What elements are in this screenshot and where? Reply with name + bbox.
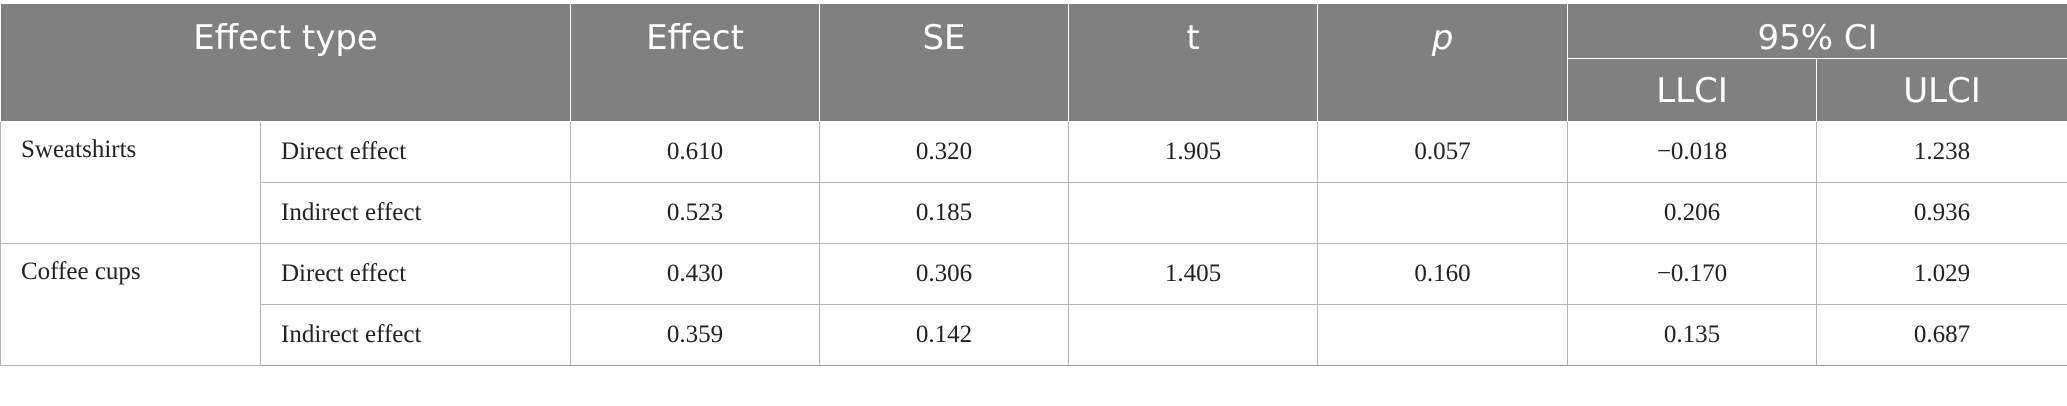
se-cell: 0.320 bbox=[819, 121, 1070, 183]
p-cell: 0.160 bbox=[1317, 243, 1569, 305]
t-cell: 1.905 bbox=[1068, 121, 1319, 183]
group-label-coffee-cups: Coffee cups bbox=[0, 243, 261, 366]
header-ulci: ULCI bbox=[1816, 58, 2067, 122]
se-cell: 0.306 bbox=[819, 243, 1070, 305]
effect-cell: 0.430 bbox=[570, 243, 821, 305]
p-cell bbox=[1317, 304, 1569, 366]
effect-type-cell: Direct effect bbox=[259, 243, 572, 305]
header-se: SE bbox=[819, 4, 1070, 122]
llci-cell: 0.206 bbox=[1567, 182, 1818, 244]
table-row: Coffee cups Direct effect 0.430 0.306 1.… bbox=[0, 243, 2067, 366]
table-row: Sweatshirts Direct effect 0.610 0.320 1.… bbox=[0, 121, 2067, 244]
se-cell: 0.185 bbox=[819, 182, 1070, 244]
llci-cell: 0.135 bbox=[1567, 304, 1818, 366]
t-cell: 1.405 bbox=[1068, 243, 1319, 305]
t-cell bbox=[1068, 304, 1319, 366]
group-label-sweatshirts: Sweatshirts bbox=[0, 121, 261, 244]
t-cell bbox=[1068, 182, 1319, 244]
effect-type-cell: Indirect effect bbox=[259, 182, 572, 244]
header-95-ci: 95% CI bbox=[1567, 4, 2067, 59]
effect-cell: 0.359 bbox=[570, 304, 821, 366]
effect-cell: 0.610 bbox=[570, 121, 821, 183]
llci-cell: −0.018 bbox=[1567, 121, 1818, 183]
header-row-2: LLCI ULCI bbox=[1, 58, 2067, 122]
header-llci: LLCI bbox=[1567, 58, 1818, 122]
header-p: p bbox=[1317, 4, 1569, 122]
ulci-cell: 0.687 bbox=[1816, 304, 2067, 366]
p-cell bbox=[1317, 182, 1569, 244]
ulci-cell: 1.029 bbox=[1816, 243, 2067, 305]
effect-type-cell: Direct effect bbox=[259, 121, 572, 183]
results-table: Effect type Effect SE t p 95% CI LLCI UL… bbox=[0, 4, 2067, 366]
header-effect-type: Effect type bbox=[0, 4, 572, 122]
header-row-1: Effect type Effect SE t p 95% CI bbox=[0, 4, 2067, 122]
ulci-cell: 0.936 bbox=[1816, 182, 2067, 244]
ulci-cell: 1.238 bbox=[1816, 121, 2067, 183]
header-effect: Effect bbox=[570, 4, 821, 122]
llci-cell: −0.170 bbox=[1567, 243, 1818, 305]
header-t: t bbox=[1068, 4, 1319, 122]
p-cell: 0.057 bbox=[1317, 121, 1569, 183]
effect-type-cell: Indirect effect bbox=[259, 304, 572, 366]
table-row: Indirect effect 0.359 0.142 0.135 0.687 bbox=[1, 304, 2067, 366]
se-cell: 0.142 bbox=[819, 304, 1070, 366]
effect-cell: 0.523 bbox=[570, 182, 821, 244]
table-row: Indirect effect 0.523 0.185 0.206 0.936 bbox=[1, 182, 2067, 244]
